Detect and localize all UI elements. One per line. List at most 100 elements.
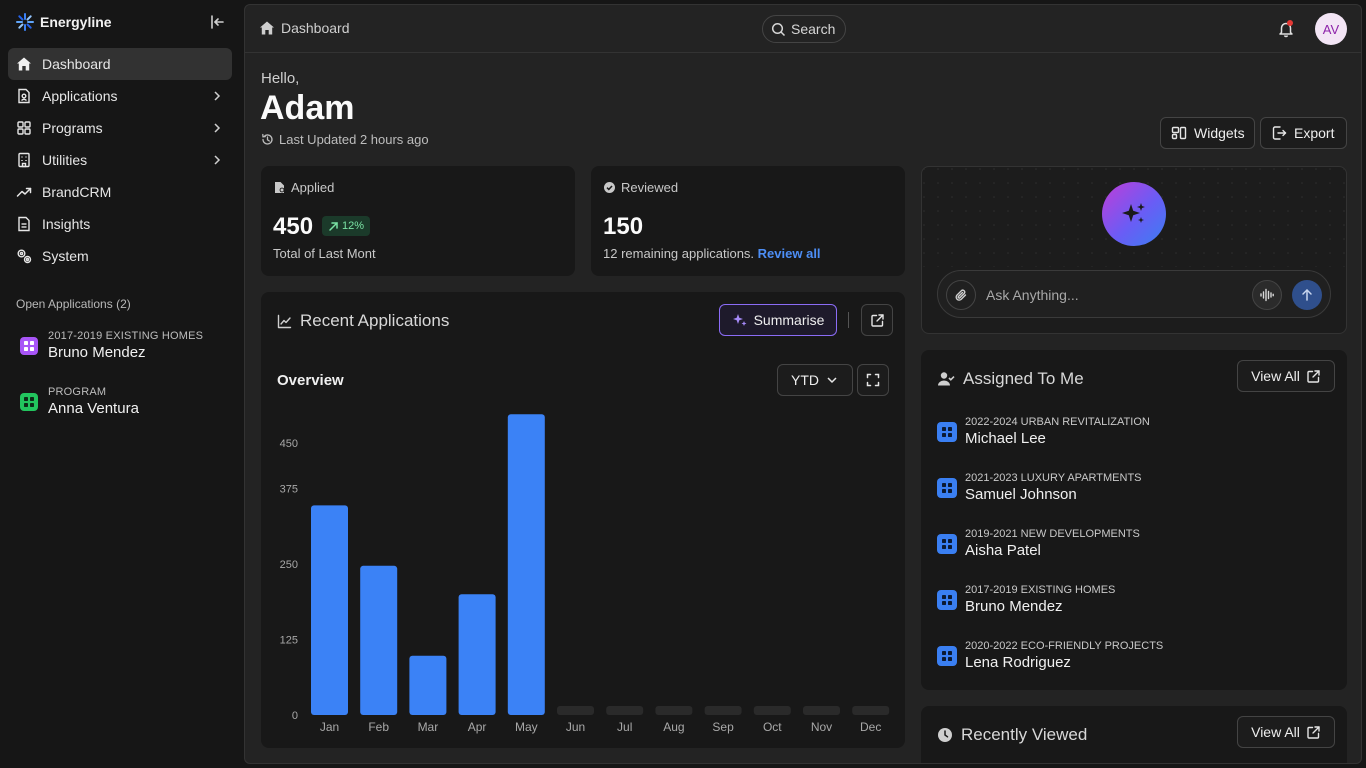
recently-viewed-header: Recently Viewed	[937, 725, 1087, 745]
greeting-hello: Hello,	[261, 70, 300, 87]
open-application-item[interactable]: PROGRAM Anna Ventura	[20, 386, 139, 417]
document-icon	[16, 88, 32, 104]
bar-nov[interactable]	[803, 706, 840, 715]
reviewed-subtitle-text: 12 remaining applications.	[603, 246, 755, 261]
recently-viewed-view-all-button[interactable]: View All	[1237, 716, 1335, 748]
export-button[interactable]: Export	[1260, 117, 1347, 149]
collapse-sidebar-icon[interactable]	[208, 13, 226, 31]
assigned-item-name: Aisha Patel	[965, 542, 1041, 559]
assigned-item-name: Samuel Johnson	[965, 486, 1077, 503]
assigned-header: Assigned To Me	[937, 369, 1084, 389]
sidebar-item-brandcrm[interactable]: BrandCRM	[8, 176, 232, 208]
widgets-label: Widgets	[1194, 125, 1245, 141]
bar-dec[interactable]	[852, 706, 890, 715]
sidebar-item-label: Programs	[42, 120, 103, 136]
open-application-meta: PROGRAM Anna Ventura	[48, 386, 139, 417]
assigned-view-all-button[interactable]: View All	[1237, 360, 1335, 392]
recent-applications-card: Recent Applications Summarise Overview Y…	[261, 292, 905, 748]
home-icon	[259, 20, 275, 36]
x-tick-label: Oct	[763, 720, 782, 734]
sidebar-item-insights[interactable]: Insights	[8, 208, 232, 240]
open-application-caption: PROGRAM	[48, 386, 107, 398]
widgets-button[interactable]: Widgets	[1160, 117, 1255, 149]
bar-jan[interactable]	[311, 505, 348, 715]
ask-anything-input[interactable]: Ask Anything...	[986, 287, 1079, 303]
y-tick-label: 125	[280, 635, 298, 647]
open-application-name: Anna Ventura	[48, 400, 139, 417]
open-external-button[interactable]	[861, 304, 893, 336]
breadcrumb[interactable]: Dashboard	[259, 20, 350, 36]
x-tick-label: Aug	[663, 720, 684, 734]
sidebar-item-label: Insights	[42, 216, 91, 232]
assigned-list-item[interactable]: 2017-2019 EXISTING HOMES Bruno Mendez	[937, 584, 1115, 615]
sidebar-item-label: Applications	[42, 88, 118, 104]
bar-may[interactable]	[507, 414, 545, 715]
reviewed-stat-card: Reviewed 150 12 remaining applications. …	[591, 166, 905, 276]
assigned-item-meta: 2020-2022 ECO-FRIENDLY PROJECTS Lena Rod…	[965, 640, 1163, 671]
program-badge-icon	[20, 392, 38, 411]
external-link-icon	[870, 313, 885, 328]
assigned-list-item[interactable]: 2022-2024 URBAN REVITALIZATION Michael L…	[937, 416, 1150, 447]
y-tick-label: 375	[280, 484, 298, 496]
scrollbar[interactable]	[1361, 53, 1362, 764]
search-button[interactable]: Search	[762, 15, 846, 43]
bar-feb[interactable]	[360, 565, 398, 715]
bar-jul[interactable]	[606, 706, 644, 715]
export-icon	[1271, 125, 1287, 141]
x-tick-label: Apr	[468, 720, 487, 734]
sidebar-item-utilities[interactable]: Utilities	[8, 144, 232, 176]
arrow-up-right-icon	[328, 221, 339, 232]
assigned-item-name: Bruno Mendez	[965, 598, 1063, 615]
sidebar-item-label: System	[42, 248, 89, 264]
application-badge-icon	[937, 421, 957, 442]
sidebar-item-programs[interactable]: Programs	[8, 112, 232, 144]
sidebar-item-applications[interactable]: Applications	[8, 80, 232, 112]
period-select[interactable]: YTD	[777, 364, 853, 396]
brand[interactable]: Energyline	[16, 11, 112, 33]
send-button[interactable]	[1292, 280, 1322, 310]
search-icon	[771, 22, 786, 37]
ask-anything-bar: Ask Anything...	[937, 270, 1331, 318]
divider	[848, 312, 849, 328]
clock-icon	[937, 727, 953, 743]
reviewed-value: 150	[603, 213, 644, 240]
applied-title-label: Applied	[291, 180, 335, 195]
sidebar-item-label: Utilities	[42, 152, 88, 168]
assigned-item-caption: 2020-2022 ECO-FRIENDLY PROJECTS	[965, 640, 1164, 652]
applied-value: 450	[273, 213, 314, 240]
sparkles-icon	[732, 312, 748, 328]
sidebar-item-system[interactable]: System	[8, 240, 232, 272]
bar-mar[interactable]	[409, 655, 447, 715]
application-badge-icon	[937, 477, 957, 498]
sidebar-item-label: BrandCRM	[42, 184, 112, 200]
bar-aug[interactable]	[655, 706, 693, 715]
ai-sparkle-orb-icon	[1102, 182, 1166, 246]
widgets-icon	[1171, 125, 1187, 141]
bar-jun[interactable]	[557, 706, 594, 715]
assigned-list-item[interactable]: 2021-2023 LUXURY APARTMENTS Samuel Johns…	[937, 472, 1142, 503]
sidebar: Energyline Dashboard Applications P	[0, 0, 244, 768]
sidebar-item-dashboard[interactable]: Dashboard	[8, 48, 232, 80]
bar-oct[interactable]	[753, 706, 791, 715]
bar-sep[interactable]	[704, 706, 742, 715]
assigned-to-me-card: Assigned To Me View All 2022-2024 URBAN …	[921, 350, 1347, 690]
export-label: Export	[1294, 125, 1335, 141]
recent-applications-title: Recent Applications	[300, 311, 450, 330]
assigned-list-item[interactable]: 2020-2022 ECO-FRIENDLY PROJECTS Lena Rod…	[937, 640, 1163, 671]
voice-button[interactable]	[1252, 280, 1282, 310]
open-application-item[interactable]: 2017-2019 EXISTING HOMES Bruno Mendez	[20, 330, 203, 361]
fullscreen-button[interactable]	[857, 364, 889, 396]
avatar[interactable]: AV	[1315, 13, 1347, 45]
assigned-item-caption: 2019-2021 NEW DEVELOPMENTS	[965, 528, 1140, 540]
summarise-button[interactable]: Summarise	[719, 304, 837, 336]
recent-applications-header: Recent Applications	[277, 311, 449, 331]
assigned-list-item[interactable]: 2019-2021 NEW DEVELOPMENTS Aisha Patel	[937, 528, 1140, 559]
bar-apr[interactable]	[458, 594, 496, 715]
view-all-label: View All	[1251, 724, 1300, 740]
check-circle-icon	[603, 181, 616, 194]
last-updated: Last Updated 2 hours ago	[261, 132, 429, 147]
review-all-link[interactable]: Review all	[757, 246, 821, 261]
assigned-item-name: Michael Lee	[965, 430, 1046, 447]
attach-button[interactable]	[946, 280, 976, 310]
open-application-caption: 2017-2019 EXISTING HOMES	[48, 330, 204, 342]
